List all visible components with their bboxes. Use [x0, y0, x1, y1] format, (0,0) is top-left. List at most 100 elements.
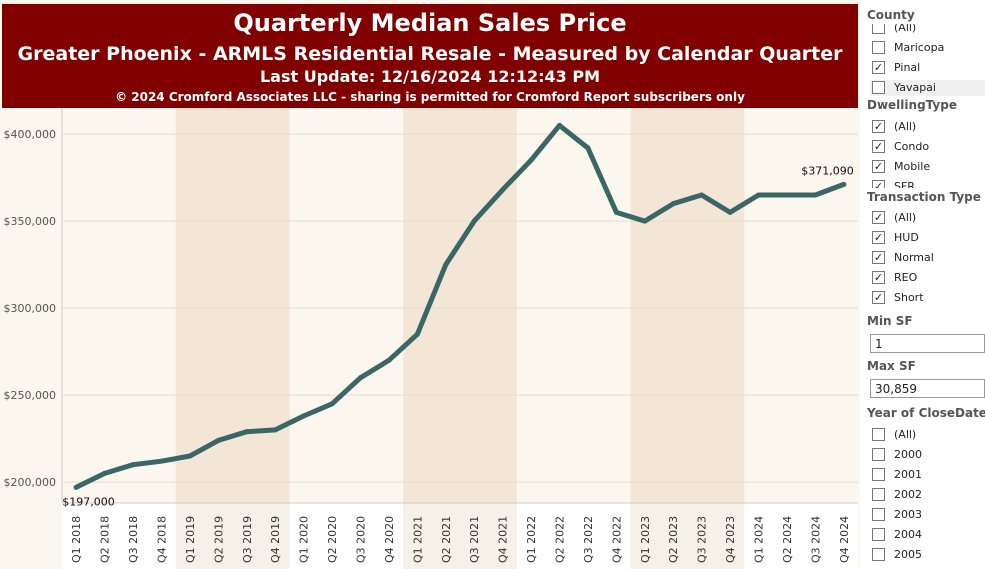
data-point: [187, 453, 193, 459]
checkbox-checked-icon[interactable]: ✓: [872, 251, 885, 264]
year-band-axis: [175, 503, 290, 569]
data-point: [301, 413, 307, 419]
filter-option-label: Normal: [894, 251, 934, 264]
filter-option-label: (All): [894, 428, 917, 441]
checkbox-checked-icon[interactable]: ✓: [872, 140, 885, 153]
filter-option-label: REO: [894, 271, 918, 284]
checkbox-icon[interactable]: [872, 24, 885, 34]
x-tick-label: Q3 2021: [468, 516, 481, 563]
county-filter-list[interactable]: (All) Maricopa ✓ Pinal Yavapai: [862, 24, 985, 96]
checkbox-checked-icon[interactable]: ✓: [872, 211, 885, 224]
data-point: [159, 458, 164, 464]
x-tick-label: Q2 2023: [667, 516, 680, 563]
series-line: [73, 122, 847, 490]
filter-option-label: 2005: [894, 548, 922, 561]
filter-option-label: 2000: [894, 448, 922, 461]
x-tick-label: Q2 2019: [212, 516, 225, 563]
filter-panel: County (All) Maricopa ✓ Pinal Yavapai Dwelli…: [862, 0, 985, 569]
checkbox-icon[interactable]: [872, 508, 885, 521]
last-update: Last Update: 12/16/2024 12:12:43 PM: [259, 67, 601, 86]
checkbox-checked-icon[interactable]: ✓: [872, 271, 885, 284]
checkbox-icon[interactable]: [872, 448, 885, 461]
x-tick-label: Q4 2019: [269, 516, 282, 563]
x-tick-label: Q1 2020: [298, 516, 311, 563]
dwelling-filter-list[interactable]: ✓ (All) ✓ Condo ✓ Mobile ✓ SFR: [862, 116, 985, 188]
year-band: [403, 108, 517, 503]
year-band: [630, 108, 745, 503]
checkbox-icon[interactable]: [872, 488, 885, 501]
x-tick-label: Q3 2020: [355, 516, 368, 563]
data-point: [528, 157, 534, 163]
max-sf-title: Max SF: [867, 359, 916, 373]
first-value-label: $197,000: [62, 495, 115, 508]
y-tick-label: $400,000: [4, 128, 57, 141]
year-band-axis: [403, 503, 517, 569]
x-tick-label: Q1 2018: [70, 516, 83, 563]
checkbox-icon[interactable]: [872, 81, 885, 94]
checkbox-icon[interactable]: [872, 41, 885, 54]
data-point: [215, 437, 221, 443]
chart-banner: Quarterly Median Sales Price Greater Pho…: [2, 4, 858, 108]
filter-option[interactable]: Yavapai: [870, 80, 985, 96]
checkbox-icon[interactable]: [872, 548, 885, 561]
x-tick-label: Q4 2021: [497, 516, 510, 563]
max-sf-input[interactable]: 30,859: [870, 379, 985, 398]
data-point: [386, 357, 392, 363]
data-point: [272, 427, 278, 433]
transaction-filter-title: Transaction Type: [867, 190, 981, 204]
data-point: [670, 201, 676, 207]
data-point: [585, 145, 591, 151]
x-tick-label: Q4 2024: [838, 516, 851, 563]
data-point: [642, 218, 648, 224]
checkbox-checked-icon[interactable]: ✓: [872, 61, 885, 74]
checkbox-checked-icon[interactable]: ✓: [872, 291, 885, 304]
data-point: [471, 218, 477, 224]
x-tick-label: Q2 2024: [781, 516, 794, 563]
chart-subtitle: Greater Phoenix - ARMLS Residential Resa…: [17, 43, 843, 65]
filter-option-label: HUD: [894, 231, 919, 244]
filter-option-label: Short: [894, 291, 924, 304]
data-point: [102, 470, 108, 476]
x-tick-label: Q4 2022: [610, 516, 623, 563]
checkbox-checked-icon[interactable]: ✓: [872, 231, 885, 244]
filter-option-label: 2001: [894, 468, 922, 481]
y-tick-label: $350,000: [4, 215, 57, 228]
data-point: [841, 181, 847, 187]
data-point: [414, 331, 420, 337]
data-point: [756, 192, 761, 198]
x-tick-label: Q1 2019: [184, 516, 197, 563]
line-chart: $200,000 $250,000 $300,000 $350,000 $400,000…: [0, 108, 860, 569]
checkbox-icon[interactable]: [872, 528, 885, 541]
data-point: [73, 484, 79, 490]
x-tick-label: Q4 2020: [383, 516, 396, 563]
x-tick-label: Q2 2022: [554, 516, 567, 563]
x-tick-label: Q2 2021: [440, 516, 453, 563]
data-point: [613, 209, 619, 215]
transaction-filter-list[interactable]: ✓ (All) ✓ HUD ✓ Normal ✓ REO ✓ Short: [862, 207, 985, 307]
checkbox-icon[interactable]: [872, 468, 885, 481]
year-filter-list[interactable]: (All) 2000 2001 2002 2003 2004 2005: [862, 424, 985, 569]
min-sf-title: Min SF: [867, 314, 913, 328]
filter-option-label: Mobile: [894, 160, 931, 173]
filter-option-label: Yavapai: [894, 81, 936, 94]
data-point: [244, 429, 250, 435]
data-point: [812, 192, 818, 198]
filter-option-label: Pinal: [894, 61, 921, 74]
data-point: [443, 262, 449, 268]
checkbox-checked-icon[interactable]: ✓: [872, 180, 885, 188]
checkbox-icon[interactable]: [872, 428, 885, 441]
data-point: [329, 401, 335, 407]
filter-option-label: 2003: [894, 508, 922, 521]
data-point: [130, 462, 136, 468]
data-point: [557, 122, 562, 128]
x-tick-label: Q2 2020: [326, 516, 339, 563]
x-tick-label: Q3 2018: [127, 516, 140, 563]
checkbox-checked-icon[interactable]: ✓: [872, 120, 885, 133]
min-sf-input[interactable]: 1: [870, 334, 985, 353]
filter-option-label: 2002: [894, 488, 922, 501]
data-point: [784, 192, 790, 198]
dwelling-filter-title: DwellingType: [867, 98, 957, 112]
checkbox-checked-icon[interactable]: ✓: [872, 160, 885, 173]
filter-option-label: 2004: [894, 528, 922, 541]
x-tick-label: Q1 2022: [525, 516, 538, 563]
